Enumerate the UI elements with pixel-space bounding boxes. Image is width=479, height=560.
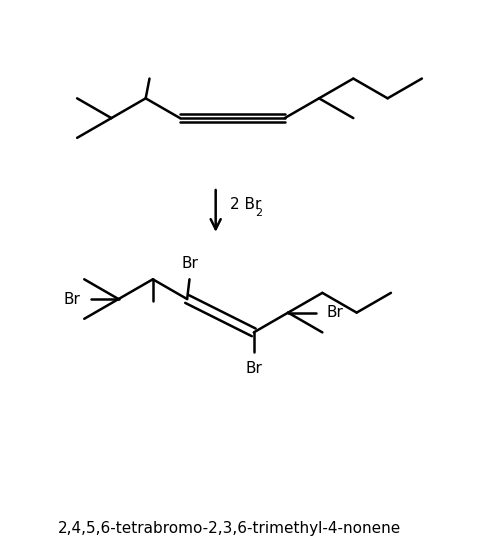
Text: Br: Br [181,256,198,270]
Text: Br: Br [245,361,262,376]
Text: 2: 2 [255,208,262,218]
Text: Br: Br [63,292,80,306]
Text: 2,4,5,6-tetrabromo-2,3,6-trimethyl-4-nonene: 2,4,5,6-tetrabromo-2,3,6-trimethyl-4-non… [58,521,401,536]
Text: Br: Br [327,305,343,320]
Text: 2 Br: 2 Br [230,197,262,212]
